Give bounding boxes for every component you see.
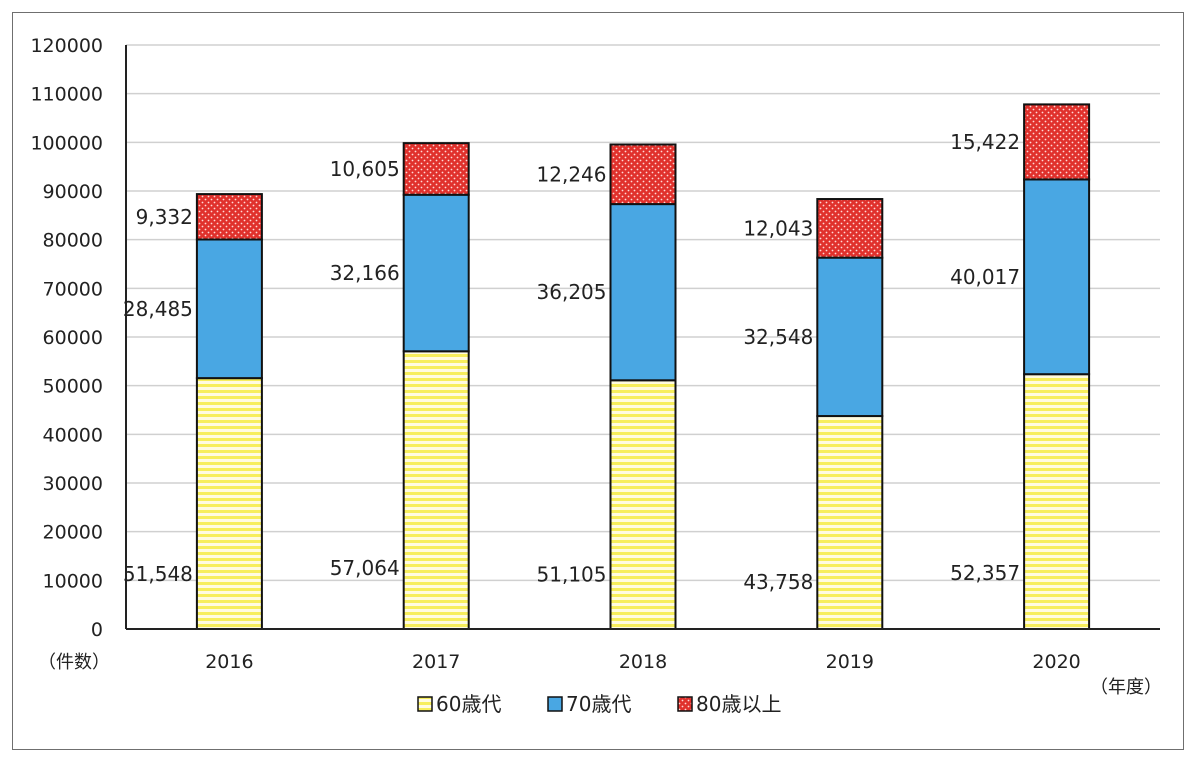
y-tick-label: 10000 bbox=[43, 570, 103, 592]
data-labels: 51,548 28,485 9,332 57,064 32,166 10,605 51,10… bbox=[123, 130, 1020, 594]
bar-segment-80歳以上-2016 bbox=[195, 193, 263, 241]
data-label: 12,043 bbox=[743, 216, 813, 240]
legend-swatch bbox=[547, 696, 563, 712]
bar-segment-70歳代-2016 bbox=[195, 238, 263, 380]
data-label: 32,548 bbox=[743, 325, 813, 349]
y-tick-label: 120000 bbox=[30, 35, 103, 57]
data-label: 52,357 bbox=[950, 561, 1020, 585]
bar-segment-70歳代-2018 bbox=[609, 203, 677, 382]
data-label: 9,332 bbox=[136, 205, 193, 229]
y-tick-label: 50000 bbox=[43, 376, 103, 398]
y-tick-label: 0 bbox=[91, 619, 103, 641]
data-label: 36,205 bbox=[537, 280, 607, 304]
y-tick-label: 20000 bbox=[43, 522, 103, 544]
y-tick-label: 90000 bbox=[43, 181, 103, 203]
legend-swatch bbox=[677, 696, 693, 712]
bar-segment-60歳代-2017 bbox=[402, 350, 470, 630]
y-tick-label: 110000 bbox=[30, 84, 103, 106]
legend-label: 70歳代 bbox=[566, 692, 631, 716]
data-label: 51,105 bbox=[537, 562, 607, 586]
y-axis: 0 10000 20000 30000 40000 50000 60000 70000 8000… bbox=[30, 35, 103, 641]
bar-segment-70歳代-2019 bbox=[816, 256, 884, 418]
data-label: 40,017 bbox=[950, 265, 1020, 289]
data-label: 28,485 bbox=[123, 297, 193, 321]
x-tick-label: 2020 bbox=[1032, 651, 1080, 673]
legend-label: 60歳代 bbox=[436, 692, 501, 716]
x-axis: 2016 2017 2018 2019 2020 bbox=[125, 45, 1160, 673]
bar-segment-80歳以上-2020 bbox=[1023, 103, 1091, 181]
legend-label: 80歳以上 bbox=[696, 692, 781, 716]
data-label: 15,422 bbox=[950, 130, 1020, 154]
y-axis-unit-label: （件数） bbox=[38, 652, 110, 673]
legend-swatch bbox=[417, 696, 433, 712]
bar-segment-60歳代-2018 bbox=[609, 379, 677, 630]
bar-segment-70歳代-2017 bbox=[402, 193, 470, 353]
bar-segment-80歳以上-2019 bbox=[816, 198, 884, 259]
data-label: 12,246 bbox=[537, 162, 607, 186]
x-tick-label: 2017 bbox=[412, 651, 460, 673]
bar-segment-70歳代-2020 bbox=[1023, 178, 1091, 376]
y-tick-label: 40000 bbox=[43, 424, 103, 446]
bar-segment-60歳代-2020 bbox=[1023, 373, 1091, 630]
x-tick-label: 2019 bbox=[826, 651, 874, 673]
y-tick-label: 30000 bbox=[43, 473, 103, 495]
y-tick-label: 70000 bbox=[43, 278, 103, 300]
y-tick-label: 60000 bbox=[43, 327, 103, 349]
bars bbox=[195, 103, 1091, 630]
bar-segment-60歳代-2019 bbox=[816, 415, 884, 630]
legend: 60歳代 70歳代 80歳以上 bbox=[417, 692, 781, 716]
y-tick-label: 100000 bbox=[30, 132, 103, 154]
data-label: 51,548 bbox=[123, 562, 193, 586]
bar-segment-80歳以上-2017 bbox=[402, 142, 470, 196]
data-label: 43,758 bbox=[743, 570, 813, 594]
data-label: 57,064 bbox=[330, 556, 400, 580]
x-tick-label: 2018 bbox=[619, 651, 667, 673]
bar-segment-60歳代-2016 bbox=[195, 377, 263, 630]
x-axis-unit-label: （年度） bbox=[1090, 677, 1162, 698]
y-tick-label: 80000 bbox=[43, 230, 103, 252]
x-tick-label: 2016 bbox=[205, 651, 253, 673]
bar-segment-80歳以上-2018 bbox=[609, 143, 677, 206]
data-label: 10,605 bbox=[330, 157, 400, 181]
data-label: 32,166 bbox=[330, 261, 400, 285]
